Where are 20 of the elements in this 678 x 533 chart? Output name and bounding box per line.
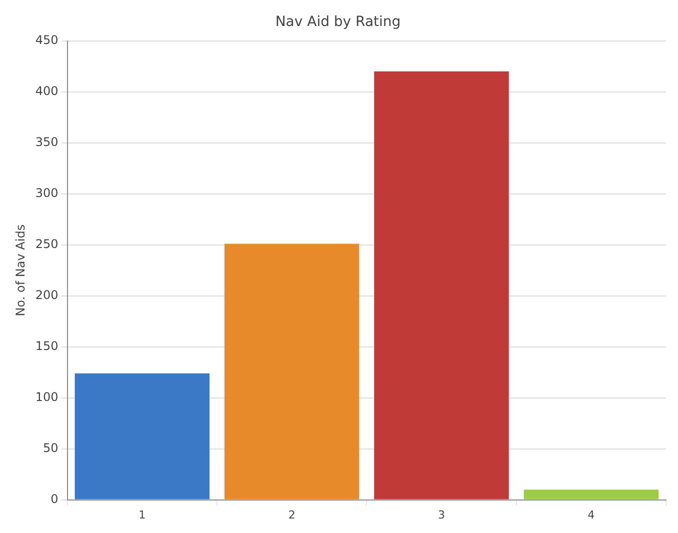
x-tick-label: 2 (288, 508, 296, 522)
x-tick-label: 3 (438, 508, 445, 522)
bar (524, 490, 659, 500)
chart-title: Nav Aid by Rating (275, 14, 401, 30)
y-axis-title: No. of Nav Aids (13, 224, 28, 316)
bar (224, 244, 360, 500)
y-tick-label: 50 (43, 440, 58, 455)
y-tick-label: 0 (50, 492, 58, 506)
y-tick-label: 300 (35, 186, 58, 200)
y-tick-label: 400 (35, 84, 58, 98)
y-tick-label: 250 (35, 236, 58, 251)
y-tick-label: 200 (35, 288, 58, 302)
y-tick-label: 100 (35, 390, 58, 404)
x-tick-label: 1 (138, 508, 146, 522)
y-tick-label: 450 (35, 32, 58, 47)
y-tick-label: 350 (35, 134, 58, 149)
y-tick-label: 150 (35, 338, 58, 353)
bar (74, 373, 210, 500)
x-tick-label: 4 (588, 508, 595, 522)
bar (374, 71, 509, 500)
